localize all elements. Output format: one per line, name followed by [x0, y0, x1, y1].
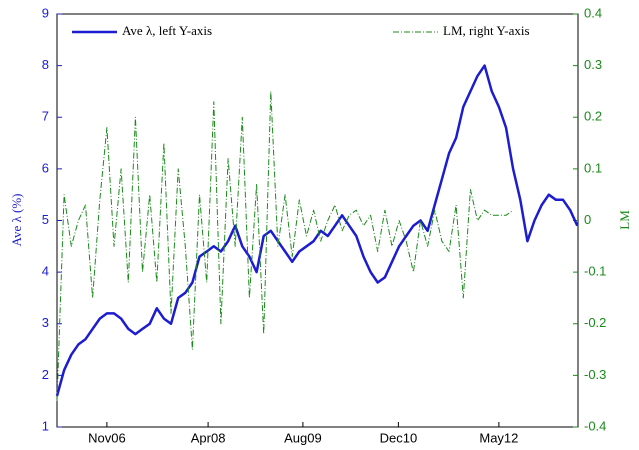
plot-frame: [56, 13, 579, 428]
legend-label: Ave λ, left Y-axis: [122, 23, 212, 38]
y-tick-label: 4: [42, 264, 49, 279]
y2-tick-label: 0.2: [584, 109, 602, 124]
x-tick-label: Apr08: [191, 430, 226, 445]
y2-tick-label: -0.3: [584, 367, 606, 382]
y2-tick-label: 0.1: [584, 160, 602, 175]
x-tick-label: Nov06: [88, 430, 126, 445]
x-tick-label: Dec10: [380, 430, 418, 445]
x-tick-label: May12: [479, 430, 518, 445]
y-tick-label: 9: [42, 5, 49, 20]
y-tick-label: 3: [42, 315, 49, 330]
y2-tick-label: 0.4: [584, 5, 602, 20]
y-tick-label: 5: [42, 212, 49, 227]
y2-axis-label: LM: [617, 210, 632, 230]
legend-label: LM, right Y-axis: [443, 23, 530, 38]
y2-tick-label: -0.1: [584, 264, 606, 279]
y-tick-label: 2: [42, 367, 49, 382]
y2-tick-label: -0.4: [584, 418, 606, 433]
data-line: [56, 90, 514, 402]
y-tick-label: 6: [42, 160, 49, 175]
y-tick-label: 7: [42, 109, 49, 124]
y-tick-label: 1: [42, 418, 49, 433]
y2-tick-label: 0.3: [584, 57, 602, 72]
y2-tick-label: 0: [584, 212, 591, 227]
x-tick-label: Aug09: [284, 430, 322, 445]
y-tick-label: 8: [42, 57, 49, 72]
y2-tick-label: -0.2: [584, 315, 606, 330]
y-axis-label: Ave λ (%): [9, 194, 24, 247]
data-line: [55, 64, 579, 397]
